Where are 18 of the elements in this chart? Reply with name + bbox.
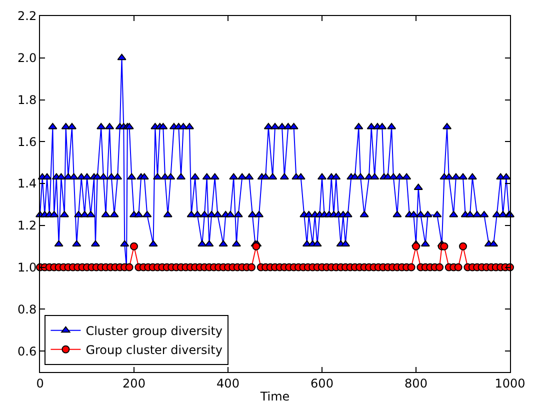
y-tick-label: 0.6 [18,344,37,358]
y-tick-label: 1.0 [18,260,37,274]
x-tick-label: 1000 [494,376,526,390]
x-tick-label: 200 [122,376,146,390]
y-tick-label: 0.8 [18,302,37,316]
legend-label: Cluster group diversity [86,324,223,338]
y-tick-label: 1.2 [18,218,37,233]
y-tick-label: 1.4 [18,176,37,191]
y-tick-label: 2.2 [18,9,37,24]
x-tick-label: 800 [404,376,428,390]
x-tick-label: 600 [310,376,334,390]
x-tick-label: 0 [36,376,44,390]
y-tick-label: 2.0 [18,51,37,66]
x-tick-label: 400 [216,376,240,390]
y-tick-label: 1.8 [18,92,37,107]
y-tick-label: 1.6 [18,134,37,149]
x-axis-title: Time [259,389,290,404]
legend-label: Group cluster diversity [86,343,222,358]
